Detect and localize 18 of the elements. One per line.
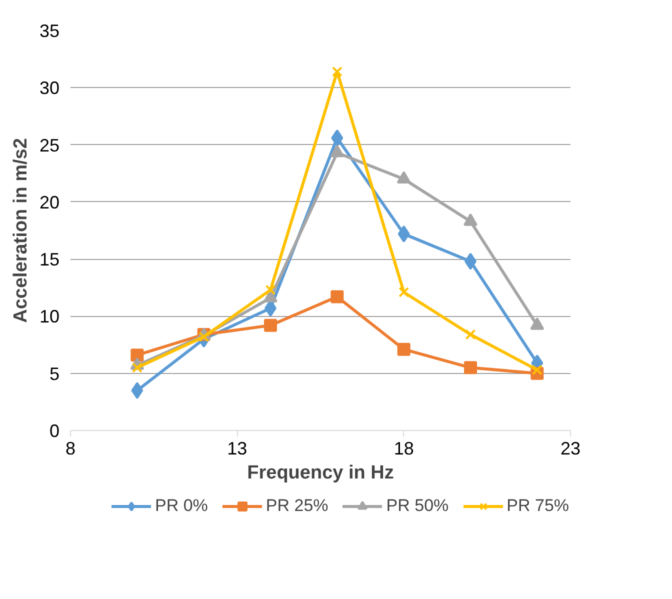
x-tick-label: 13 bbox=[227, 438, 248, 458]
y-tick-label: 5 bbox=[49, 364, 60, 384]
x-axis-title: Frequency in Hz bbox=[247, 462, 394, 484]
legend-label: PR 75% bbox=[506, 496, 570, 516]
y-tick-label: 10 bbox=[39, 306, 60, 327]
y-tick-label: 20 bbox=[39, 192, 60, 212]
y-tick-label: 15 bbox=[39, 250, 60, 270]
y-axis-title: Acceleration in m/s2 bbox=[10, 138, 32, 323]
legend-label: PR 0% bbox=[154, 496, 208, 516]
y-tick-label: 25 bbox=[39, 135, 60, 156]
y-tick-label: 35 bbox=[39, 21, 60, 41]
legend-label: PR 25% bbox=[266, 496, 328, 516]
y-tick-label: 0 bbox=[49, 421, 60, 441]
x-tick-label: 8 bbox=[65, 438, 76, 458]
y-tick-label: 30 bbox=[39, 78, 60, 98]
x-tick-label: 23 bbox=[560, 438, 581, 458]
x-tick-label: 18 bbox=[394, 438, 414, 458]
legend-label: PR 50% bbox=[386, 496, 449, 516]
